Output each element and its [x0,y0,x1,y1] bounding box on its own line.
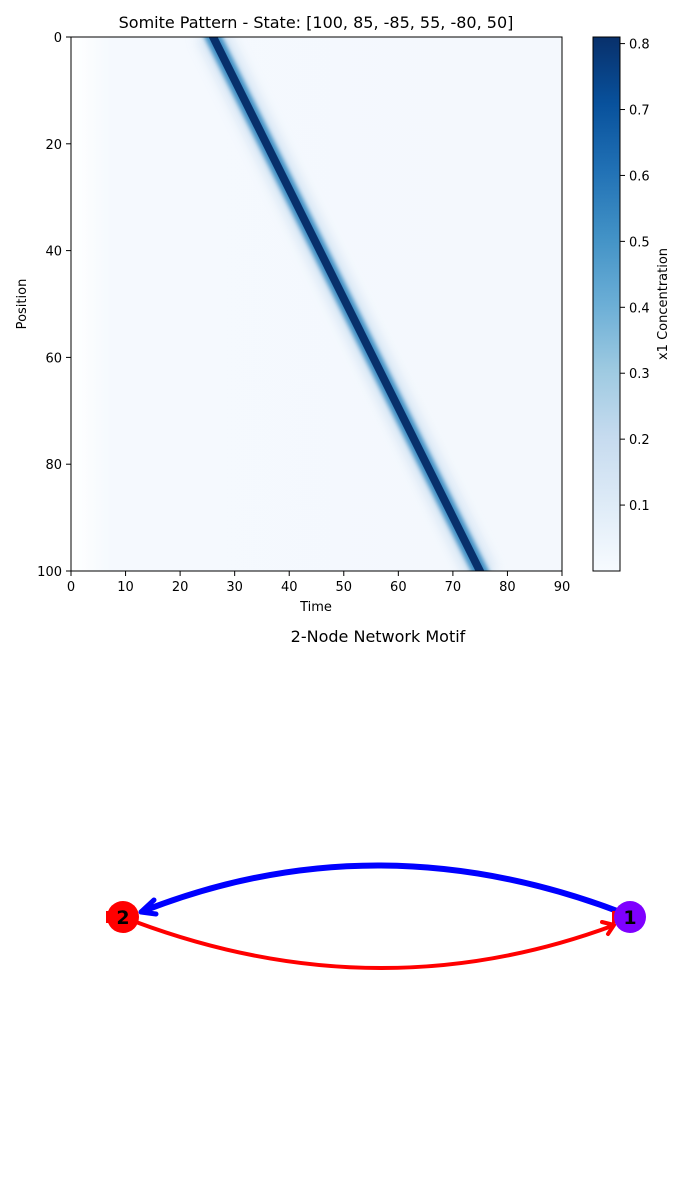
edge-1-to-2-arrowhead [138,897,159,917]
colorbar-ticks: 0.1 0.2 0.3 0.4 0.5 0.6 0.7 0.8 [620,38,650,514]
x-tick-label: 10 [117,580,134,595]
x-tick-label: 60 [390,580,407,595]
heatmap-title: Somite Pattern - State: [100, 85, -85, 5… [119,13,514,32]
heatmap-y-ticks: 0 20 40 60 80 100 [37,31,71,580]
node-1: 1 [614,901,646,933]
colorbar-tick-label: 0.5 [629,235,650,250]
colorbar: 0.1 0.2 0.3 0.4 0.5 0.6 0.7 0.8 x1 Concentratio… [592,36,671,572]
network-title: 2-Node Network Motif [291,627,466,646]
edge-1-to-2 [143,862,623,915]
heatmap-chart: Somite Pattern - State: [100, 85, -85, 5… [15,13,671,615]
x-tick-label: 30 [226,580,243,595]
colorbar-tick-label: 0.4 [629,301,650,316]
colorbar-label: x1 Concentration [656,248,671,360]
heatmap-frame [70,36,563,572]
node-1-label: 1 [623,907,636,929]
heatmap-x-ticks: 0 10 20 30 40 50 60 70 80 90 [67,571,570,595]
x-tick-label: 70 [445,580,462,595]
x-tick-label: 20 [172,580,189,595]
x-tick-label: 40 [281,580,298,595]
edge-2-to-1 [134,920,614,971]
x-tick-label: 0 [67,580,75,595]
x-tick-label: 50 [336,580,353,595]
y-tick-label: 0 [54,31,62,46]
y-tick-label: 40 [45,245,62,260]
x-tick-label: 90 [554,580,571,595]
node-2: 2 [107,901,139,933]
node-2-label: 2 [116,907,129,929]
node-1-circle [614,901,646,933]
colorbar-gradient [592,36,621,572]
colorbar-tick-label: 0.7 [629,104,650,119]
edge-2-to-1-arrowhead [600,920,616,936]
heatmap-plot-area [71,37,562,571]
colorbar-tick-label: 0.8 [629,38,650,53]
colorbar-tick-label: 0.3 [629,367,650,382]
network-chart: 2-Node Network Motif 2 1 [106,627,646,971]
x-tick-label: 80 [499,580,516,595]
colorbar-tick-label: 0.1 [629,499,650,514]
y-tick-label: 100 [37,565,62,580]
heatmap-background [71,37,562,571]
y-tick-label: 60 [45,351,62,366]
heatmap-y-label: Position [15,279,30,330]
colorbar-tick-label: 0.6 [629,169,650,184]
colorbar-tick-label: 0.2 [629,433,650,448]
heatmap-x-label: Time [299,600,332,615]
y-tick-label: 20 [45,138,62,153]
y-tick-label: 80 [45,458,62,473]
node-2-circle [107,901,139,933]
heatmap-band-core [208,37,485,571]
